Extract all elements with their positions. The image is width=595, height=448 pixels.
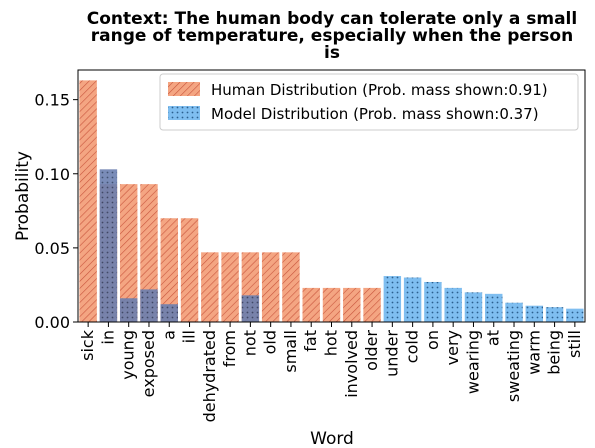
x-tick-label-under: under: [382, 330, 401, 377]
bar-human-older: [363, 287, 381, 322]
bar-human-small: [282, 252, 300, 322]
legend-swatch-human: [168, 82, 200, 96]
bar-human-fat: [302, 287, 320, 322]
x-tick-label-a: a: [159, 330, 178, 340]
bar-model-young: [119, 298, 138, 322]
y-tick-label: 0.00: [34, 313, 70, 332]
y-axis-label: Probability: [13, 151, 33, 241]
x-tick-label-exposed: exposed: [139, 330, 158, 397]
x-tick-label-still: still: [565, 330, 584, 358]
bar-human-exposed: [140, 184, 158, 322]
bar-human-a: [160, 218, 178, 322]
x-tick-label-not: not: [240, 330, 259, 356]
x-axis: sick in young exposed a ill dehydrated from not o…: [78, 322, 584, 422]
bar-human-sick: [79, 80, 97, 323]
chart-title-line-0: Context: The human body can tolerate onl…: [87, 9, 577, 29]
bar-model-sweating: [505, 302, 523, 322]
y-tick-label: 0.10: [34, 165, 70, 184]
chart-title: Context: The human body can tolerate onl…: [87, 9, 577, 63]
bar-model-still: [566, 308, 584, 322]
bar-model-in: [99, 169, 118, 322]
legend-box: [159, 73, 579, 131]
bar-model-under: [383, 276, 402, 322]
x-tick-label-older: older: [362, 330, 381, 371]
x-tick-label-old: old: [261, 330, 280, 354]
x-tick-label-from: from: [220, 330, 239, 367]
y-tick-label: 0.15: [34, 91, 70, 110]
legend-label-human: Human Distribution (Prob. mass shown:0.9…: [211, 81, 548, 99]
x-tick-label-warm: warm: [524, 330, 543, 375]
bar-human-old: [261, 252, 280, 322]
bar-human-young: [119, 184, 138, 322]
bar-human-hot: [322, 287, 341, 322]
x-tick-label-sick: sick: [78, 329, 97, 361]
x-tick-label-involved: involved: [342, 330, 361, 398]
x-tick-label-in: in: [98, 330, 117, 345]
chart-title-line-1: range of temperature, especially when th…: [91, 26, 573, 46]
y-tick-label: 0.05: [34, 239, 70, 258]
bar-model-cold: [403, 277, 422, 322]
bars: [79, 80, 584, 323]
bar-human-ill: [180, 218, 199, 322]
legend-label-model: Model Distribution (Prob. mass shown:0.3…: [211, 105, 539, 123]
bar-model-on: [424, 281, 442, 322]
bar-model-at: [485, 293, 503, 322]
x-tick-label-cold: cold: [403, 330, 422, 363]
legend: Human Distribution (Prob. mass shown:0.9…: [159, 73, 579, 131]
bar-model-wearing: [464, 292, 483, 322]
y-axis: 0.00 0.05 0.10 0.15: [34, 91, 78, 332]
bar-model-very: [444, 287, 462, 322]
legend-swatch-model: [168, 106, 200, 120]
bar-model-warm: [525, 305, 544, 322]
bar-model-a: [160, 304, 178, 322]
x-tick-label-small: small: [281, 330, 300, 373]
bar-model-exposed: [140, 289, 158, 322]
x-tick-label-at: at: [484, 330, 503, 346]
bar-human-dehydrated: [201, 252, 219, 322]
bar-human-from: [221, 252, 239, 322]
x-tick-label-very: very: [443, 330, 462, 365]
x-tick-label-wearing: wearing: [463, 330, 482, 394]
bar-human-involved: [343, 287, 361, 322]
x-tick-label-being: being: [545, 330, 564, 375]
x-tick-label-hot: hot: [322, 330, 341, 356]
x-tick-label-fat: fat: [301, 330, 320, 352]
chart-title-line-2: is: [324, 43, 340, 63]
x-tick-label-young: young: [119, 330, 138, 380]
x-tick-label-ill: ill: [180, 330, 199, 343]
x-tick-label-sweating: sweating: [504, 330, 523, 402]
x-axis-label: Word: [310, 429, 354, 448]
bar-model-not: [241, 295, 260, 322]
x-tick-label-dehydrated: dehydrated: [200, 330, 219, 422]
bar-model-being: [545, 307, 564, 322]
x-tick-label-on: on: [423, 330, 442, 350]
